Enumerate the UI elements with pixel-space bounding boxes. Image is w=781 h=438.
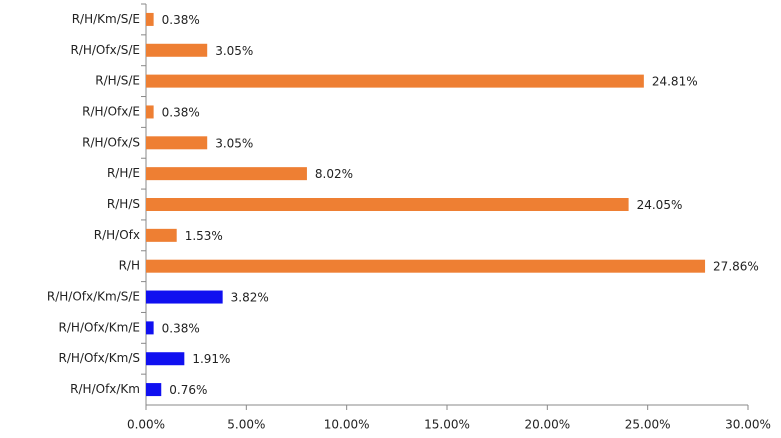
y-tick-label: R/H/Ofx/Km/S/E <box>47 290 140 304</box>
y-tick-label: R/H/Ofx/Km <box>70 382 140 396</box>
data-label: 3.05% <box>215 44 253 58</box>
x-tick-label: 10.00% <box>324 418 370 432</box>
x-tick-label: 15.00% <box>424 418 470 432</box>
y-tick-label: R/H/Ofx/Km/E <box>59 320 140 334</box>
bar <box>146 352 185 366</box>
y-tick-label: R/H/S <box>107 197 140 211</box>
data-label: 0.38% <box>162 105 200 119</box>
data-label: 24.81% <box>652 75 698 89</box>
y-tick-label: R/H/Ofx/E <box>82 104 140 118</box>
y-tick-label: R/H/Ofx/Km/S <box>59 351 140 365</box>
bar <box>146 198 629 211</box>
bar <box>146 290 223 304</box>
data-label: 3.82% <box>231 291 269 305</box>
bar <box>146 167 307 181</box>
bar <box>146 259 706 273</box>
bar <box>146 383 162 397</box>
data-label: 24.05% <box>637 198 683 212</box>
y-tick-label: R/H/Ofx/S/E <box>70 43 140 57</box>
y-tick-label: R/H/E <box>107 166 140 180</box>
bar <box>146 228 177 242</box>
x-tick-label: 25.00% <box>625 418 671 432</box>
data-label: 1.91% <box>192 352 230 366</box>
x-tick-label: 20.00% <box>524 418 570 432</box>
data-label: 1.53% <box>185 229 223 243</box>
bar <box>146 136 208 150</box>
x-tick-label: 0.00% <box>127 418 165 432</box>
bar <box>146 105 154 119</box>
bar <box>146 74 644 88</box>
y-tick-label: R/H/Km/S/E <box>72 12 140 26</box>
y-tick-label: R/H/S/E <box>95 74 140 88</box>
bar <box>146 43 208 57</box>
data-label: 0.76% <box>169 383 207 397</box>
bar <box>146 321 154 335</box>
data-label: 0.38% <box>162 321 200 335</box>
y-tick-label: R/H <box>119 259 140 273</box>
data-label: 0.38% <box>162 13 200 27</box>
y-tick-label: R/H/Ofx/S <box>82 135 140 149</box>
bar <box>146 12 154 26</box>
x-tick-label: 5.00% <box>227 418 265 432</box>
data-label: 8.02% <box>315 167 353 181</box>
data-label: 27.86% <box>713 260 759 274</box>
y-tick-label: R/H/Ofx <box>94 228 140 242</box>
data-label: 3.05% <box>215 136 253 150</box>
x-tick-label: 30.00% <box>725 418 771 432</box>
